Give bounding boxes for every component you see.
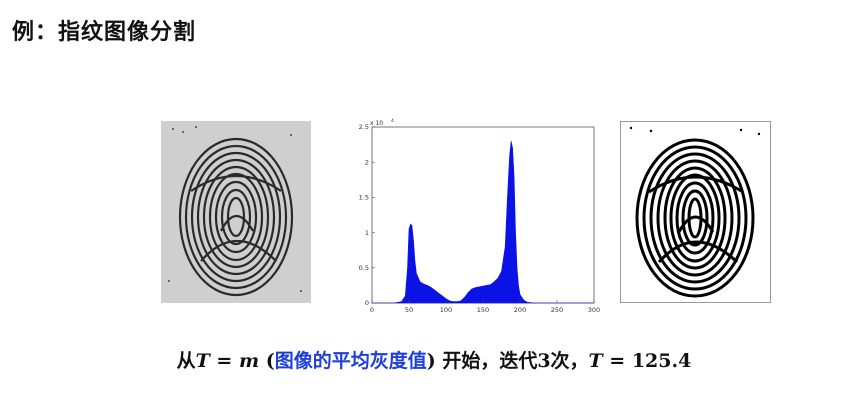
caption-mean-symbol: m: [238, 350, 260, 372]
page-title: 例：指纹图像分割: [12, 20, 197, 45]
y-tick-label: 1: [365, 229, 369, 237]
x-tick-label: 250: [551, 306, 563, 314]
caption-threshold-value: = 125.4: [602, 350, 692, 372]
histogram-chart: 0 50 100 150 200 250 300 0 0.5 1 1.5 2 2.5 x 10 4: [352, 115, 602, 320]
x-tick-label: 300: [588, 306, 600, 314]
plot-frame: [371, 126, 595, 304]
caption-prefix: 从: [176, 350, 196, 372]
original-fingerprint-image: [161, 121, 311, 303]
caption-equals: =: [209, 350, 239, 372]
y-tick-label: 1.5: [359, 194, 369, 202]
caption-highlight: 图像的平均灰度值: [274, 350, 427, 372]
fingerprint-binary-graphic: [629, 126, 761, 298]
x-tick-label: 200: [514, 306, 526, 314]
caption-open-paren: (: [259, 350, 275, 372]
x-tick-label: 150: [477, 306, 489, 314]
caption: 从T = m (图像的平均灰度值) 开始，迭代3次，T = 125.4: [0, 346, 868, 373]
segmented-fingerprint-image: [620, 121, 771, 303]
caption-close-paren: ): [426, 350, 436, 372]
histogram-svg: 0 50 100 150 200 250 300 0 0.5 1 1.5 2 2.5 x 10 4: [359, 118, 601, 314]
caption-threshold-symbol-2: T: [588, 350, 603, 372]
y-tick-label: 0.5: [359, 264, 369, 272]
x-tick-label: 0: [370, 306, 374, 314]
caption-threshold-symbol: T: [195, 350, 210, 372]
histogram-series: [372, 141, 594, 304]
y-exponent-power: 4: [391, 118, 394, 124]
y-tick-label: 0: [365, 299, 369, 307]
fingerprint-gray-graphic: [168, 126, 302, 297]
y-tick-label: 2.5: [359, 123, 369, 131]
y-exponent-label: x 10: [370, 120, 383, 127]
x-tick-label: 50: [405, 306, 413, 314]
x-tick-label: 100: [440, 306, 452, 314]
y-tick-label: 2: [365, 158, 369, 166]
caption-iteration-text: 开始，迭代3次，: [435, 350, 589, 372]
